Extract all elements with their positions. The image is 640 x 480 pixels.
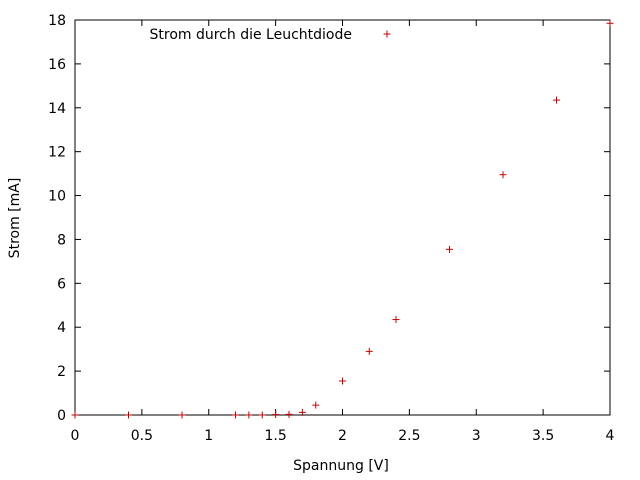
x-tick-label: 2.5 — [398, 428, 420, 444]
data-point — [232, 411, 239, 419]
data-point — [272, 411, 280, 419]
x-axis-label: Spannung [V] — [293, 458, 389, 474]
x-tick-label: 2 — [338, 428, 347, 444]
plot-frame — [74, 19, 611, 416]
data-point — [312, 401, 320, 409]
points-layer — [71, 19, 614, 419]
y-tick-label: 14 — [48, 101, 66, 117]
data-point — [446, 245, 453, 253]
y-axis-label: Strom [mA] — [7, 178, 23, 259]
y-tick-label: 10 — [48, 189, 66, 205]
data-point — [339, 377, 346, 385]
x-tick-label: 0 — [71, 428, 80, 444]
y-tick-label: 6 — [57, 276, 66, 292]
data-point — [125, 411, 132, 419]
data-point — [365, 347, 373, 355]
x-tick-label: 4 — [606, 428, 615, 444]
y-tick-label: 4 — [57, 320, 66, 336]
data-point — [245, 411, 253, 419]
data-point — [606, 19, 614, 27]
ticks-layer: 0 0.5 1 1.5 2 2.5 3 3.5 4 0 2 4 6 8 10 12 14 16 18 — [48, 13, 614, 444]
x-tick-label: 3 — [472, 428, 481, 444]
legend-marker — [383, 30, 391, 38]
y-tick-label: 2 — [57, 364, 66, 380]
x-tick-label: 1.5 — [264, 428, 286, 444]
data-point — [499, 171, 507, 179]
data-point — [392, 316, 400, 324]
x-tick-label: 1 — [204, 428, 213, 444]
legend-entry-label: Strom durch die Leuchtdiode — [150, 27, 353, 43]
y-tick-label: 8 — [57, 232, 66, 248]
data-point — [553, 96, 560, 104]
data-point — [178, 411, 186, 419]
x-tick-label: 3.5 — [532, 428, 554, 444]
legend: Strom durch die Leuchtdiode — [150, 27, 391, 43]
y-tick-label: 16 — [48, 57, 66, 73]
y-tick-label: 0 — [57, 408, 66, 424]
x-tick-label: 0.5 — [131, 428, 153, 444]
data-point — [71, 411, 79, 419]
y-tick-label: 12 — [48, 145, 66, 161]
y-tick-label: 18 — [48, 13, 66, 29]
data-point — [298, 408, 306, 416]
data-point — [258, 411, 266, 419]
data-point — [285, 410, 293, 418]
